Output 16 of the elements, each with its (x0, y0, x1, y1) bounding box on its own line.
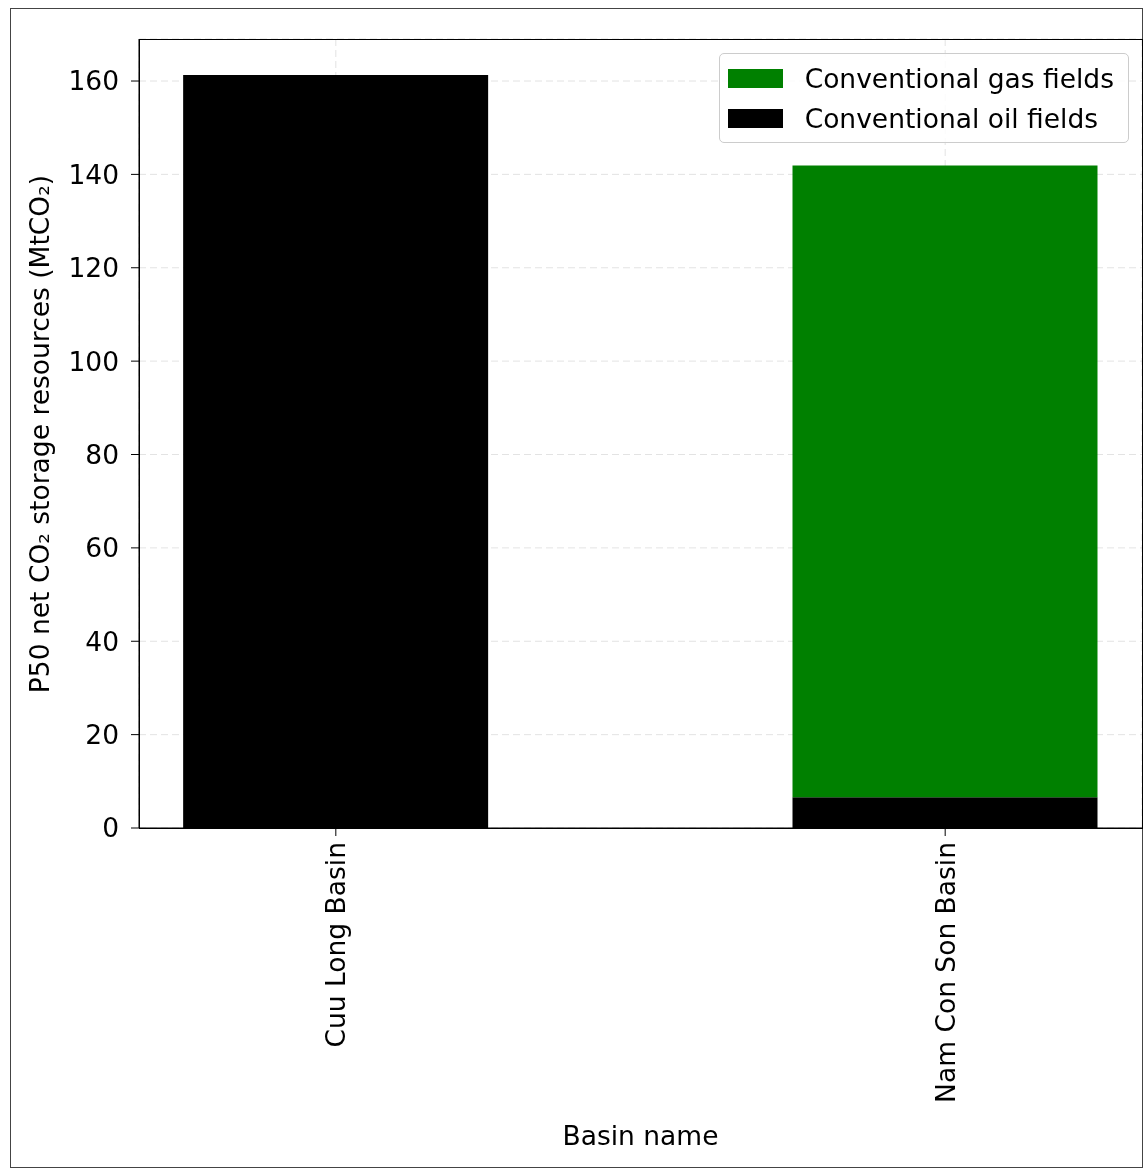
y-tick-label: 100 (68, 345, 119, 377)
y-tick-label: 80 (85, 438, 119, 470)
legend-label: Conventional gas fields (804, 62, 1114, 94)
y-tick-label: 0 (102, 812, 119, 844)
y-tick-label: 160 (68, 65, 119, 97)
y-tick-label: 40 (85, 625, 119, 657)
y-axis-title: P50 net CO₂ storage resources (MtCO₂) (24, 174, 56, 693)
y-tick-label: 20 (85, 719, 119, 751)
y-tick-label: 140 (68, 158, 119, 190)
x-axis-title: Basin name (562, 1120, 719, 1152)
y-tick-label: 60 (85, 532, 119, 564)
y-tick-label: 120 (68, 252, 119, 284)
x-tick-label: Cuu Long Basin (320, 842, 352, 1048)
x-tick-label: Nam Con Son Basin (929, 842, 961, 1103)
legend-label: Conventional oil fields (804, 102, 1099, 134)
bar (792, 165, 1098, 798)
